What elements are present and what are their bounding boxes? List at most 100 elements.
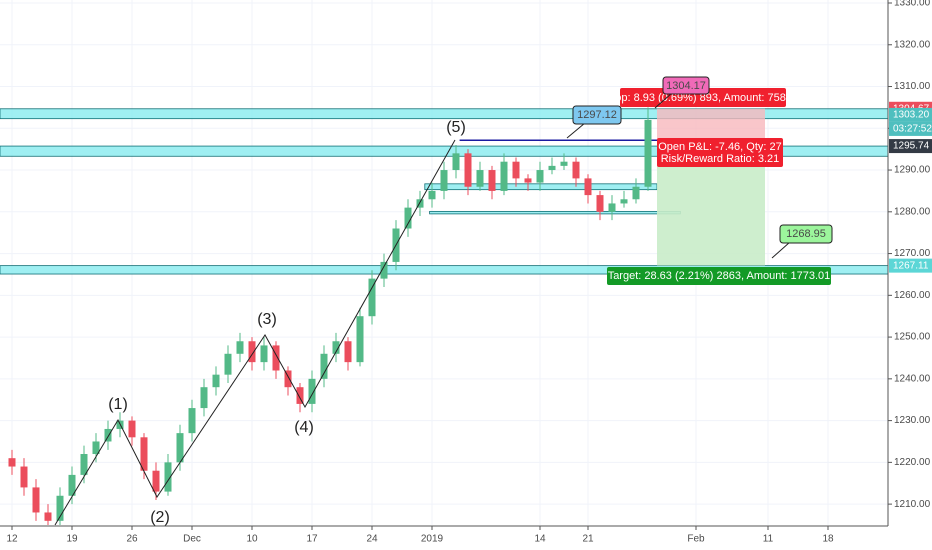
countdown: 03:27:52: [893, 124, 932, 135]
candle-body: [548, 165, 556, 171]
candle-body: [80, 454, 88, 475]
wave-label: (4): [294, 419, 314, 436]
candle-body: [512, 161, 520, 179]
candle-body: [260, 345, 268, 363]
y-tick-label: 1210.00: [894, 499, 931, 510]
x-tick-label: 18: [822, 534, 834, 545]
axes: 1210.00 1220.00 1230.00 1240.00 1250.00 1260.…: [6, 0, 932, 545]
y-tick-label: 1240.00: [894, 373, 931, 384]
candle-body: [620, 199, 628, 204]
candle-body: [236, 341, 244, 354]
wave-label: (2): [150, 509, 170, 526]
candle-body: [440, 170, 448, 191]
position: [657, 108, 765, 266]
price-label: 1267.11: [893, 260, 929, 271]
candle-body: [476, 170, 484, 187]
candle-body: [536, 170, 544, 183]
callout-text: 1304.17: [666, 80, 706, 92]
x-tick-label: 11: [763, 534, 774, 545]
candle-body: [344, 341, 352, 363]
candle-body: [320, 353, 328, 379]
callout-box: [779, 224, 833, 244]
callout: 1268.95: [771, 224, 833, 259]
y-tick-label: 1320.00: [894, 39, 931, 50]
callout-pointer: [771, 241, 791, 259]
candle-body: [164, 462, 172, 492]
price-label: 1303.20: [893, 110, 930, 121]
callout-text: 1268.95: [786, 228, 826, 240]
callout-box: [572, 105, 622, 125]
y-tick-label: 1230.00: [894, 415, 931, 426]
candle-body: [488, 170, 496, 191]
zone: [429, 210, 681, 215]
x-tick-label: Feb: [687, 534, 705, 545]
x-tick-label: 19: [66, 534, 78, 545]
callout-text: 1297.12: [577, 109, 617, 121]
candle-body: [572, 161, 580, 179]
candle-body: [524, 178, 532, 183]
x-tick-label: 2019: [421, 534, 444, 545]
callout-box: [662, 76, 710, 95]
price-label-box: [889, 107, 932, 122]
candle-body: [356, 316, 364, 363]
y-tick-label: 1250.00: [894, 332, 931, 343]
x-tick-label: 26: [126, 534, 138, 545]
candle-body: [284, 370, 292, 388]
stop-text: Stop: 8.93 (0.69%) 893, Amount: 758.89: [605, 92, 801, 104]
candle-body: [32, 487, 40, 513]
candle-body: [308, 378, 316, 404]
candle-body: [452, 153, 460, 171]
candle-body: [332, 341, 340, 354]
candle-body: [152, 470, 160, 492]
price-label-box: [889, 258, 932, 273]
time-axis: [0, 526, 932, 550]
x-tick-label: 14: [534, 534, 546, 545]
candle-body: [188, 408, 196, 434]
x-tick-label: 12: [6, 534, 18, 545]
candle-body: [644, 119, 652, 187]
candle-body: [560, 161, 568, 166]
candle-body: [44, 512, 52, 521]
candle-body: [200, 387, 208, 409]
y-tick-label: 1330.00: [894, 0, 931, 9]
candle-body: [464, 153, 472, 187]
rr-text: Risk/Reward Ratio: 3.21: [661, 153, 780, 165]
pnl-text: Open P&L: -7.46, Qty: 27: [658, 141, 782, 153]
y-tick-label: 1290.00: [894, 165, 931, 176]
pnl-label: Open P&L: -7.46, Qty: 27 Risk/Reward Rat…: [657, 138, 783, 167]
label-box: [657, 138, 783, 167]
callout-pointer: [654, 92, 673, 109]
callout: 1297.12: [566, 105, 622, 139]
candle-body: [248, 341, 256, 363]
y-tick-label: 1260.00: [894, 290, 931, 301]
candle-body: [428, 190, 436, 200]
wave-label: (3): [257, 311, 277, 328]
callout-pointer: [566, 122, 586, 139]
candle-body: [632, 186, 640, 200]
candle-body: [404, 207, 412, 229]
y-tick-label: 1220.00: [894, 457, 931, 468]
y-tick-label: 1310.00: [894, 81, 931, 92]
candle-body: [140, 437, 148, 471]
candle-body: [296, 387, 304, 404]
candle-body: [608, 203, 616, 212]
x-tick-label: 10: [246, 534, 258, 545]
candle-body: [8, 458, 16, 467]
target-label: Target: 28.63 (2.21%) 2863, Amount: 1773…: [607, 267, 831, 285]
candle-body: [176, 433, 184, 463]
price-label: 1295.74: [893, 141, 930, 152]
x-tick-label: 17: [306, 534, 318, 545]
price-axis: [888, 0, 932, 550]
candle-body: [68, 474, 76, 496]
x-tick-label: 24: [366, 534, 378, 545]
candle-body: [56, 495, 64, 521]
candle-body: [500, 161, 508, 191]
candle-body: [272, 345, 280, 371]
candles: [8, 107, 652, 525]
label-box: [607, 267, 831, 285]
candle-body: [596, 195, 604, 212]
countdown-box: [889, 121, 932, 136]
x-tick-label: 21: [582, 534, 594, 545]
y-tick-label: 1270.00: [894, 248, 931, 259]
